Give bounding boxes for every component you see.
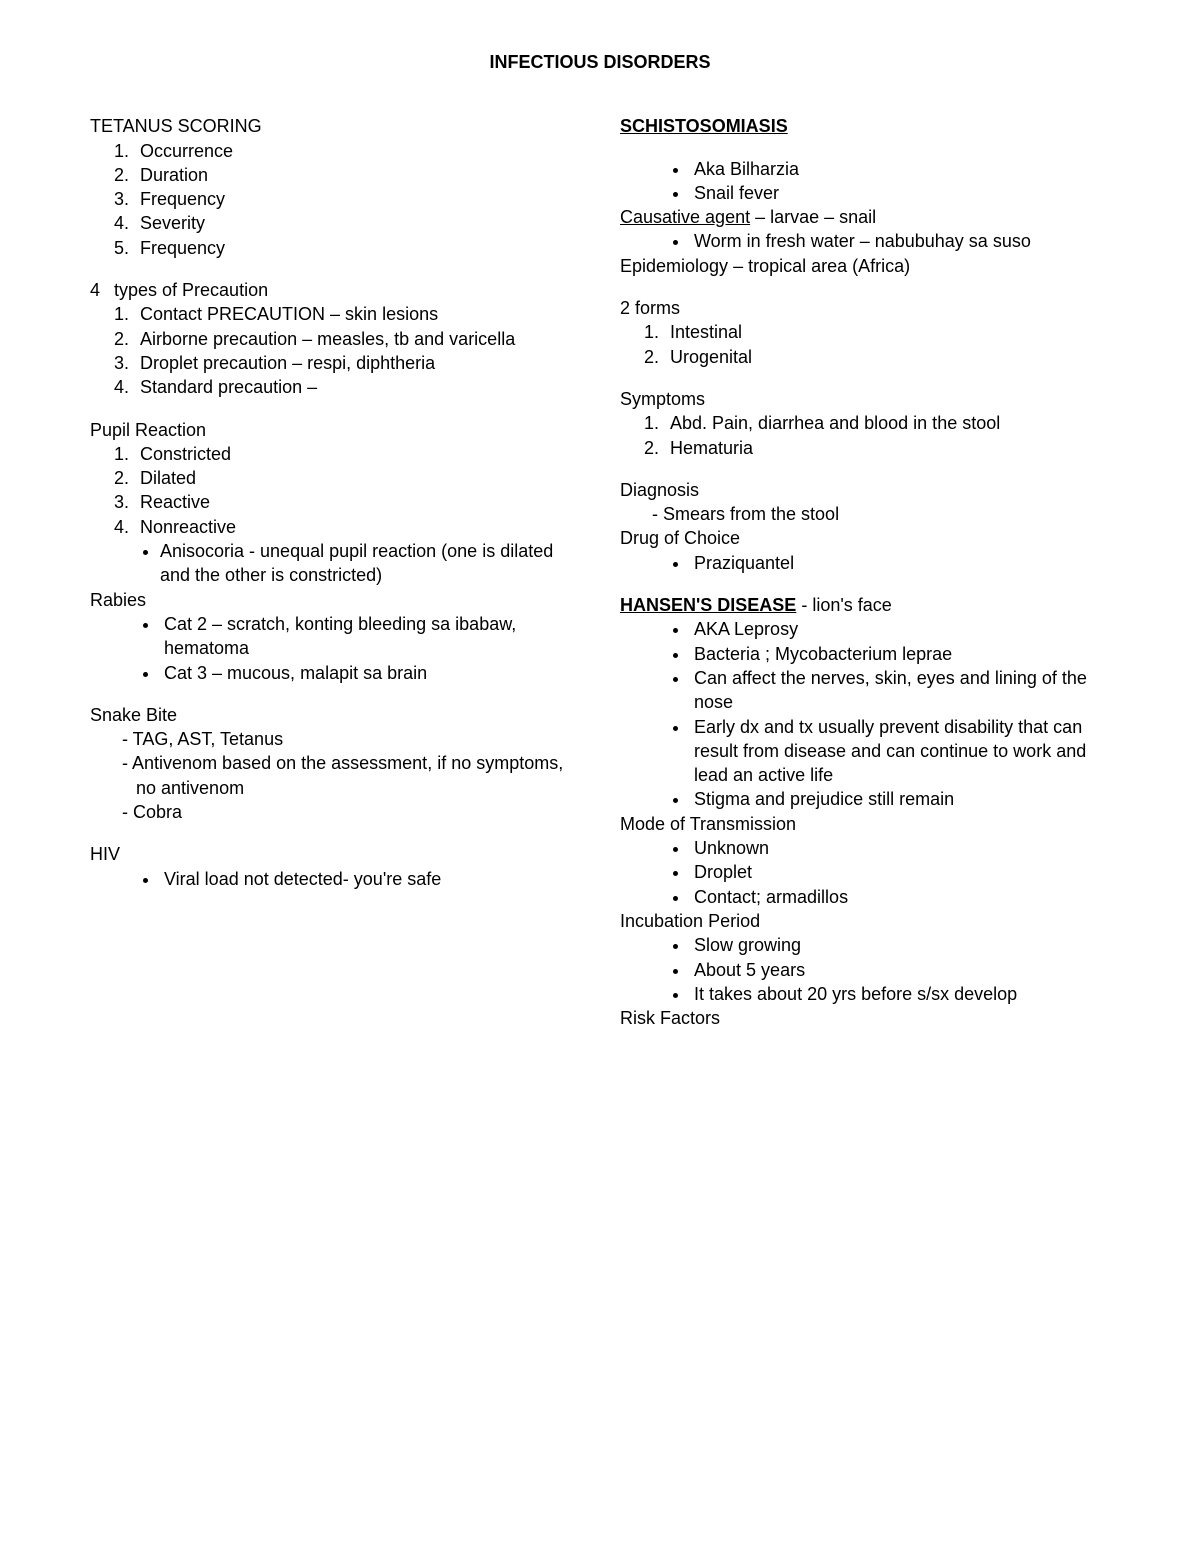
hansen-incub-heading: Incubation Period [620,909,1110,933]
list-item: Cobra [122,800,580,824]
list-item: About 5 years [690,958,1110,982]
list-item: Airborne precaution – measles, tb and va… [134,327,580,351]
list-item: Bacteria ; Mycobacterium leprae [690,642,1110,666]
list-item: Occurrence [134,139,580,163]
pupil-sublist: Anisocoria - unequal pupil reaction (one… [90,539,580,588]
schisto-causative-line: Causative agent – larvae – snail [620,205,1110,229]
schisto-dx-list: Smears from the stool [620,502,1110,526]
schisto-symptoms-heading: Symptoms [620,387,1110,411]
schisto-drug-list: Praziquantel [620,551,1110,575]
list-item: TAG, AST, Tetanus [122,727,580,751]
hiv-list: Viral load not detected- you're safe [90,867,580,891]
list-item: Early dx and tx usually prevent disabili… [690,715,1110,788]
page-title: INFECTIOUS DISORDERS [90,50,1110,74]
rabies-heading: Rabies [90,588,580,612]
hansen-heading-line: HANSEN'S DISEASE - lion's face [620,593,1110,617]
two-column-layout: TETANUS SCORING Occurrence Duration Freq… [90,114,1110,1030]
list-item: Nonreactive [134,515,580,539]
list-item: Cat 3 – mucous, malapit sa brain [160,661,580,685]
schisto-heading: SCHISTOSOMIASIS [620,114,1110,138]
list-item: Abd. Pain, diarrhea and blood in the sto… [664,411,1110,435]
list-item: Urogenital [664,345,1110,369]
hansen-mot-list: Unknown Droplet Contact; armadillos [620,836,1110,909]
hansen-risk-heading: Risk Factors [620,1006,1110,1030]
schisto-aka-list: Aka Bilharzia Snail fever [620,157,1110,206]
hansen-suffix: - lion's face [796,595,891,615]
tetanus-heading: TETANUS SCORING [90,114,580,138]
list-item: Worm in fresh water – nabubuhay sa suso [690,229,1110,253]
list-item: Praziquantel [690,551,1110,575]
list-item: Constricted [134,442,580,466]
schisto-causative-label: Causative agent [620,207,750,227]
snake-heading: Snake Bite [90,703,580,727]
schisto-epi: Epidemiology – tropical area (Africa) [620,254,1110,278]
list-item: AKA Leprosy [690,617,1110,641]
list-item: Contact; armadillos [690,885,1110,909]
list-item: Reactive [134,490,580,514]
hiv-heading: HIV [90,842,580,866]
hansen-mot-heading: Mode of Transmission [620,812,1110,836]
list-item: Stigma and prejudice still remain [690,787,1110,811]
precaution-number: 4 [90,278,114,302]
precaution-list: Contact PRECAUTION – skin lesions Airbor… [90,302,580,399]
list-item: Cat 2 – scratch, konting bleeding sa iba… [160,612,580,661]
schisto-symptoms-list: Abd. Pain, diarrhea and blood in the sto… [620,411,1110,460]
list-item: Aka Bilharzia [690,157,1110,181]
list-item: Duration [134,163,580,187]
list-item: It takes about 20 yrs before s/sx develo… [690,982,1110,1006]
list-item: Hematuria [664,436,1110,460]
schisto-causative-sub: Worm in fresh water – nabubuhay sa suso [620,229,1110,253]
list-item: Smears from the stool [652,502,1110,526]
list-item: Droplet precaution – respi, diphtheria [134,351,580,375]
list-item: Frequency [134,187,580,211]
schisto-dx-heading: Diagnosis [620,478,1110,502]
list-item: Snail fever [690,181,1110,205]
snake-list: TAG, AST, Tetanus Antivenom based on the… [90,727,580,824]
list-item: Slow growing [690,933,1110,957]
list-item: Standard precaution – [134,375,580,399]
hansen-incub-list: Slow growing About 5 years It takes abou… [620,933,1110,1006]
list-item: Contact PRECAUTION – skin lesions [134,302,580,326]
pupil-heading: Pupil Reaction [90,418,580,442]
list-item: Dilated [134,466,580,490]
schisto-forms-list: Intestinal Urogenital [620,320,1110,369]
list-item: Can affect the nerves, skin, eyes and li… [690,666,1110,715]
list-item: Anisocoria - unequal pupil reaction (one… [160,539,580,588]
precaution-heading: 4 types of Precaution [90,278,580,302]
schisto-forms-heading: 2 forms [620,296,1110,320]
schisto-drug-heading: Drug of Choice [620,526,1110,550]
schisto-causative-rest: – larvae – snail [750,207,876,227]
list-item: Severity [134,211,580,235]
hansen-heading: HANSEN'S DISEASE [620,595,796,615]
list-item: Antivenom based on the assessment, if no… [122,751,580,800]
left-column: TETANUS SCORING Occurrence Duration Freq… [90,114,580,1030]
list-item: Viral load not detected- you're safe [160,867,580,891]
list-item: Unknown [690,836,1110,860]
list-item: Frequency [134,236,580,260]
precaution-heading-text: types of Precaution [114,278,268,302]
right-column: SCHISTOSOMIASIS Aka Bilharzia Snail feve… [620,114,1110,1030]
tetanus-list: Occurrence Duration Frequency Severity F… [90,139,580,260]
pupil-list: Constricted Dilated Reactive Nonreactive [90,442,580,539]
rabies-list: Cat 2 – scratch, konting bleeding sa iba… [90,612,580,685]
list-item: Droplet [690,860,1110,884]
list-item: Intestinal [664,320,1110,344]
hansen-list: AKA Leprosy Bacteria ; Mycobacterium lep… [620,617,1110,811]
